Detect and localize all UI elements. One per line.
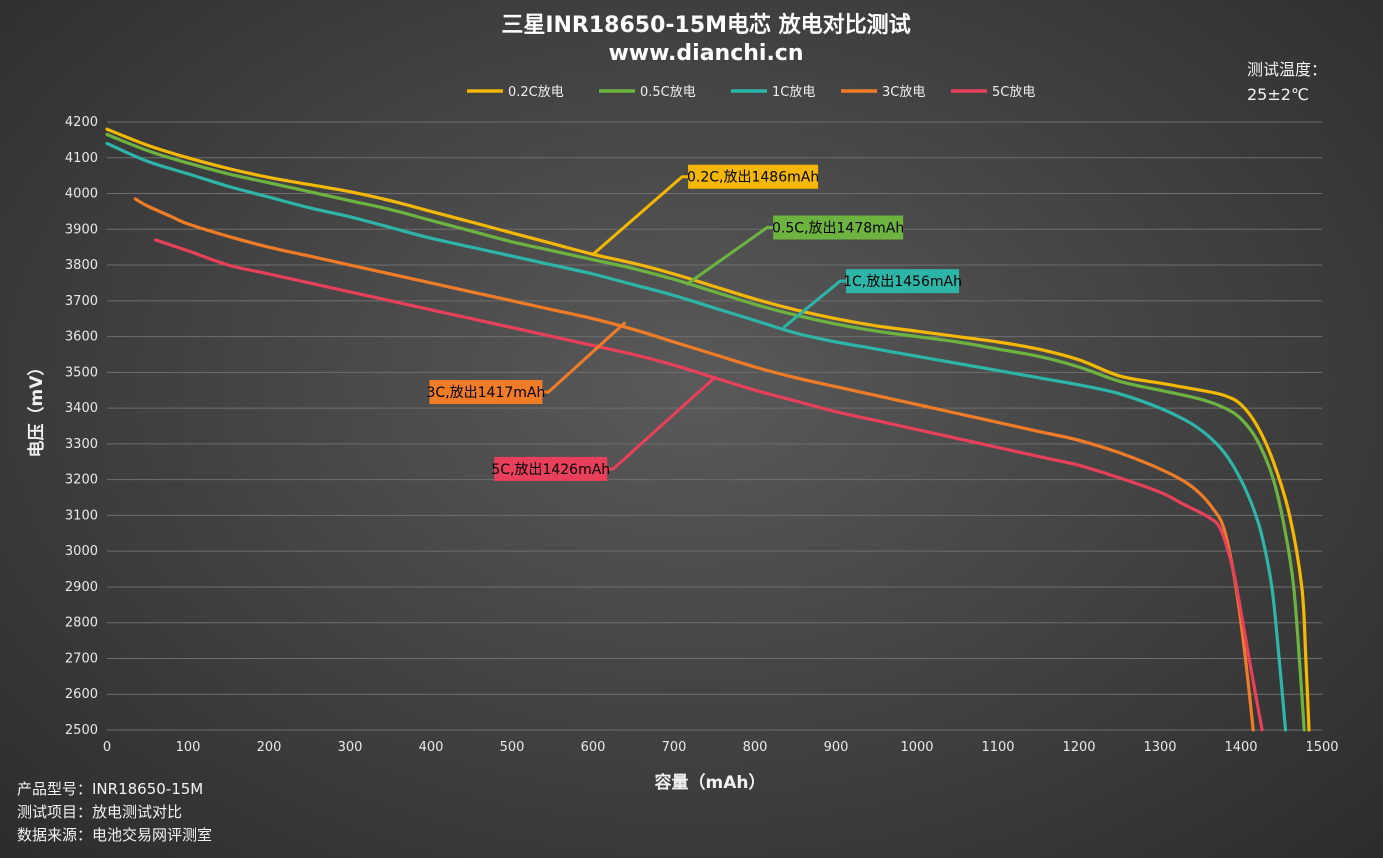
x-tick-label: 300 [338, 740, 363, 755]
callout-leader [685, 226, 774, 286]
x-tick-label: 400 [419, 740, 444, 755]
series-line-4 [154, 238, 1264, 732]
callout-leader [542, 321, 627, 394]
y-tick-label: 4200 [65, 115, 98, 130]
series-line-0 [105, 127, 1311, 732]
y-tick-label: 3700 [65, 294, 98, 309]
x-tick-label: 700 [662, 740, 687, 755]
legend-entry: 3C放电 [882, 85, 925, 100]
x-tick-label: 1400 [1224, 740, 1257, 755]
legend-entry: 0.2C放电 [508, 85, 564, 100]
temperature-label: 测试温度： [1247, 60, 1328, 79]
callouts: 0.2C,放出1486mAh 0.5C,放出1478mAh 1C,放出1456mAh… [427, 164, 962, 481]
callout-box [494, 456, 608, 481]
footer-data-source: 数据来源：电池交易网评测室 [17, 826, 213, 844]
callout-box [688, 164, 819, 189]
callout-box [846, 269, 960, 294]
temperature-note: 测试温度： 25±2℃ [1247, 57, 1327, 107]
x-tick-label: 1500 [1305, 740, 1338, 755]
callout-leader [607, 376, 716, 471]
legend-entry: 0.5C放电 [640, 85, 696, 100]
y-tick-label: 4000 [65, 187, 98, 202]
x-tick-label: 1200 [1062, 740, 1095, 755]
x-axis-ticks: 0 100 200 300 400 500 600 700 800 900 1000 1100 1200… [103, 740, 1339, 755]
y-tick-label: 3200 [65, 473, 98, 488]
series-lines [105, 127, 1311, 732]
legend: 0.2C放电 0.5C放电 1C放电 3C放电 5C放电 [467, 85, 1035, 100]
series-line-1 [105, 132, 1306, 732]
y-axis-ticks: 2500 2600 2700 2800 2900 3000 3100 3200 3300 3400… [65, 115, 98, 738]
x-tick-label: 1000 [900, 740, 933, 755]
callout-label: 0.5C,放出1478mAh [772, 221, 904, 237]
x-tick-label: 500 [500, 740, 525, 755]
y-tick-label: 2600 [65, 687, 98, 702]
x-axis-label: 容量（mAh） [655, 772, 766, 793]
chart-subtitle: www.dianchi.cn [608, 41, 803, 66]
temperature-value: 25±2℃ [1247, 85, 1309, 104]
footer-model: 产品型号：INR18650-15M [17, 780, 204, 798]
callout-box [429, 380, 543, 405]
callout-label: 3C,放出1417mAh [427, 385, 546, 401]
series-line-2 [105, 141, 1288, 732]
x-tick-label: 800 [743, 740, 768, 755]
footer-test-item: 测试项目：放电测试对比 [17, 803, 183, 821]
y-tick-label: 3500 [65, 365, 98, 380]
y-tick-label: 3300 [65, 437, 98, 452]
callout-leader [592, 175, 689, 256]
y-tick-label: 2500 [65, 723, 98, 738]
y-tick-label: 4100 [65, 151, 98, 166]
x-tick-label: 1300 [1143, 740, 1176, 755]
grid-lines [107, 121, 1322, 731]
x-tick-label: 100 [176, 740, 201, 755]
y-tick-label: 2900 [65, 580, 98, 595]
callout-box [773, 215, 904, 240]
footer-info: 产品型号：INR18650-15M 测试项目：放电测试对比 数据来源：电池交易网… [17, 778, 212, 847]
y-tick-label: 3400 [65, 401, 98, 416]
y-tick-label: 3100 [65, 508, 98, 523]
x-tick-label: 1100 [981, 740, 1014, 755]
y-tick-label: 3000 [65, 544, 98, 559]
legend-entry: 5C放电 [992, 85, 1035, 100]
series-line-3 [133, 197, 1255, 732]
callout-label: 1C,放出1456mAh [843, 274, 962, 290]
y-tick-label: 2800 [65, 616, 98, 631]
x-tick-label: 200 [257, 740, 282, 755]
callout-leader [782, 279, 847, 329]
chart-title: 三星INR18650-15M电芯 放电对比测试 [501, 12, 910, 38]
x-tick-label: 600 [581, 740, 606, 755]
x-tick-label: 900 [824, 740, 849, 755]
y-tick-label: 3900 [65, 222, 98, 237]
callout-label: 0.2C,放出1486mAh [687, 170, 819, 186]
y-tick-label: 3600 [65, 330, 98, 345]
y-tick-label: 3800 [65, 258, 98, 273]
y-axis-label: 电压（mV） [26, 359, 47, 458]
callout-label: 5C,放出1426mAh [491, 462, 610, 478]
y-tick-label: 2700 [65, 651, 98, 666]
legend-entry: 1C放电 [772, 85, 815, 100]
x-tick-label: 0 [103, 740, 111, 755]
